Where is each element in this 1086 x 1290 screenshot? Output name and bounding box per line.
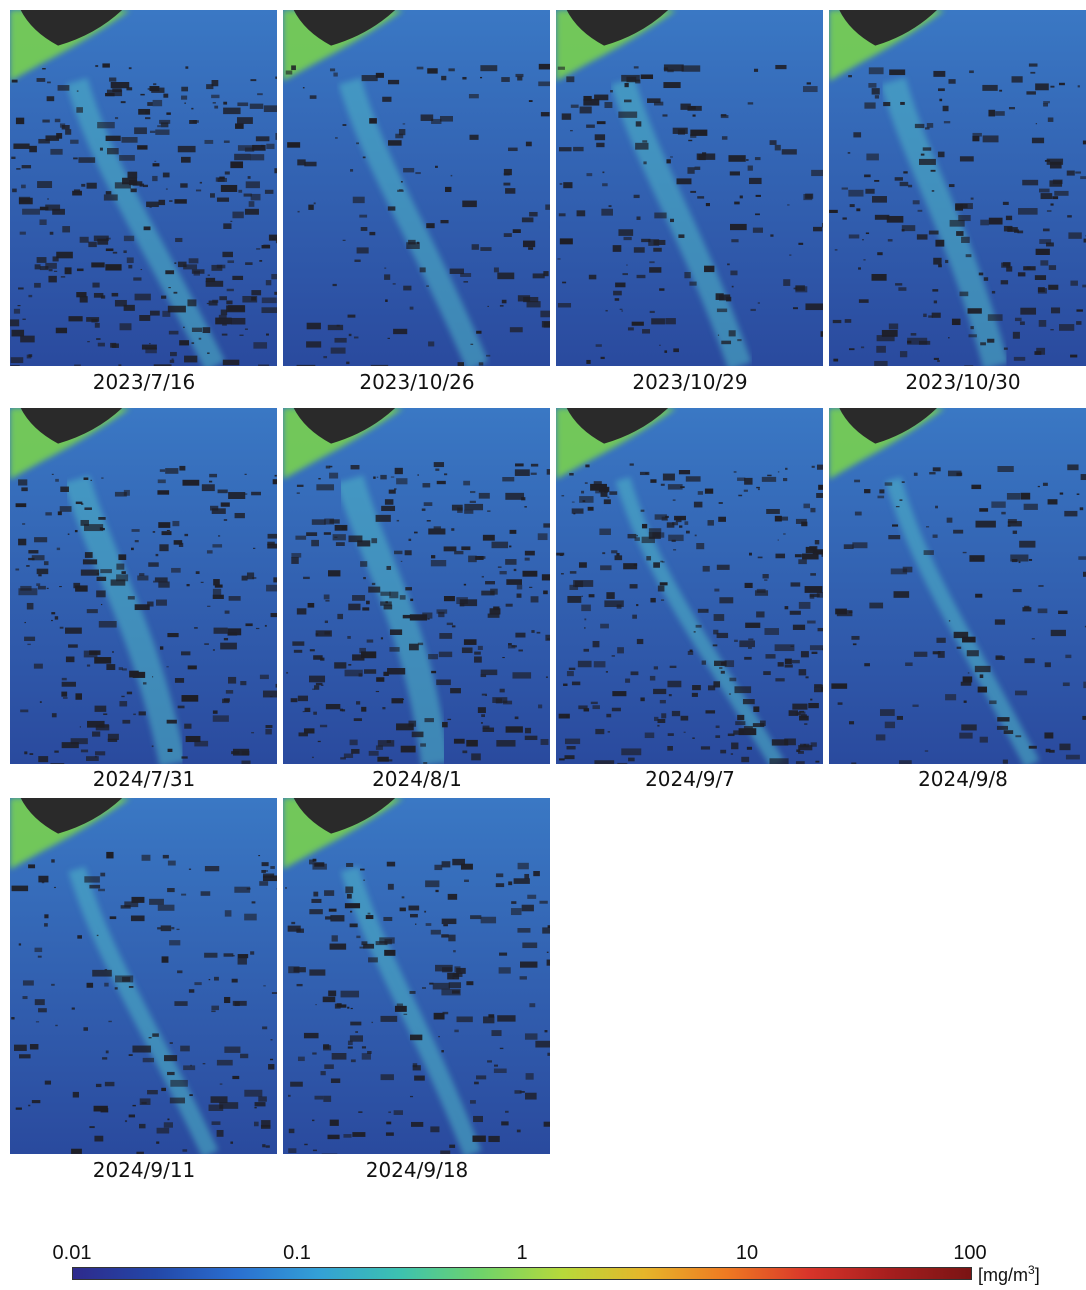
- satellite-panel-2: [283, 10, 550, 366]
- satellite-panel-7: [556, 408, 823, 764]
- panel-date-1: 2023/7/16: [92, 370, 196, 394]
- satellite-panel-1: [10, 10, 277, 366]
- satellite-panel-10: [283, 798, 550, 1154]
- colorbar-tick-4: 10: [735, 1242, 759, 1264]
- satellite-image: [283, 798, 550, 1154]
- colorbar-unit: [mg/m3]: [978, 1263, 1040, 1285]
- satellite-image: [10, 408, 277, 764]
- satellite-panel-4: [829, 10, 1086, 366]
- panel-date-8: 2024/9/8: [918, 767, 1008, 791]
- colorbar-tick-3: 1: [516, 1242, 528, 1264]
- colorbar-tick-2: 0.1: [283, 1242, 311, 1264]
- colorbar-tick-5: 100: [953, 1242, 987, 1264]
- panel-date-10: 2024/9/18: [365, 1158, 469, 1182]
- satellite-image: [556, 408, 823, 764]
- satellite-panel-9: [10, 798, 277, 1154]
- satellite-image: [10, 10, 277, 366]
- colorbar-legend: 0.01 0.1 1 10 100 [mg/m3]: [0, 1230, 1086, 1290]
- panel-date-2: 2023/10/26: [359, 370, 475, 394]
- panel-date-9: 2024/9/11: [92, 1158, 196, 1182]
- satellite-image: [829, 10, 1086, 366]
- satellite-panel-6: [283, 408, 550, 764]
- panel-date-5: 2024/7/31: [92, 767, 196, 791]
- panel-date-3: 2023/10/29: [632, 370, 748, 394]
- panel-date-6: 2024/8/1: [372, 767, 462, 791]
- satellite-panel-8: [829, 408, 1086, 764]
- satellite-panel-3: [556, 10, 823, 366]
- satellite-image: [556, 10, 823, 366]
- satellite-panel-5: [10, 408, 277, 764]
- satellite-image: [829, 408, 1086, 764]
- satellite-image: [283, 10, 550, 366]
- colorbar-gradient: [72, 1267, 972, 1280]
- colorbar-tick-1: 0.01: [52, 1242, 92, 1264]
- satellite-image: [283, 408, 550, 764]
- panel-date-4: 2023/10/30: [905, 370, 1021, 394]
- satellite-image: [10, 798, 277, 1154]
- panel-date-7: 2024/9/7: [645, 767, 735, 791]
